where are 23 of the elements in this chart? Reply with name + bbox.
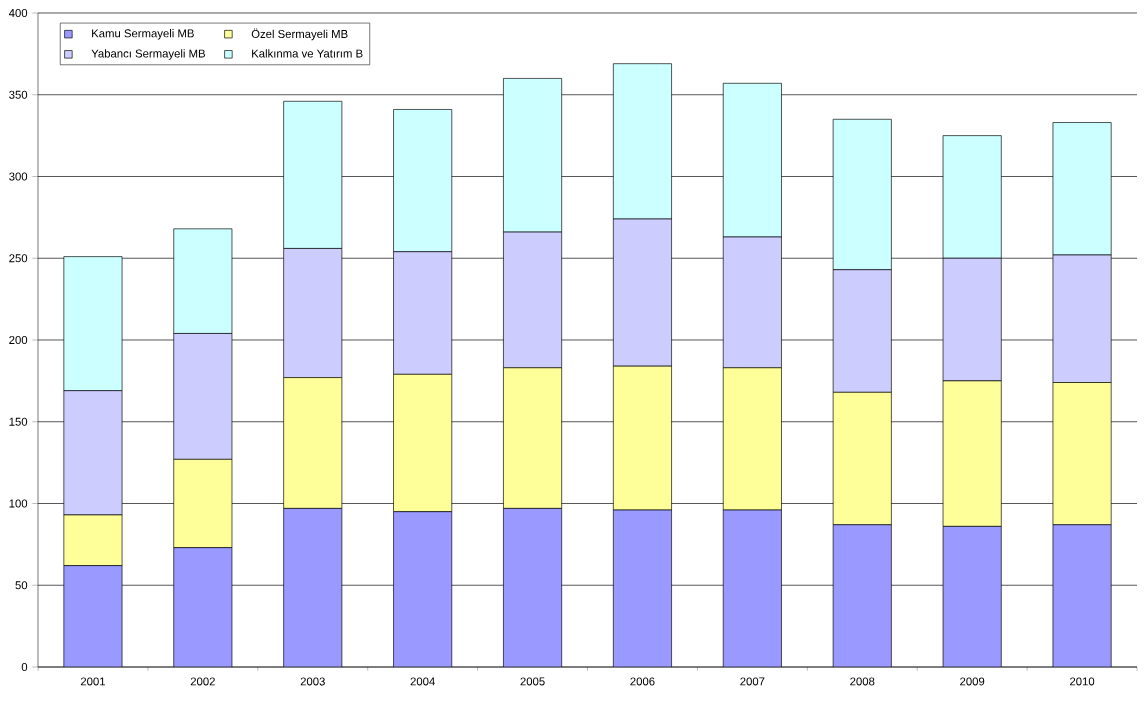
- x-tick-label: 2007: [740, 677, 765, 686]
- legend-label: Kamu Sermayeli MB: [92, 29, 194, 40]
- x-tick-label: 2005: [520, 677, 545, 686]
- y-tick-label: 350: [9, 90, 28, 99]
- x-tick-label: 2009: [960, 677, 985, 686]
- y-tick-label: 0: [21, 663, 28, 672]
- y-tick-label: 300: [9, 172, 28, 181]
- x-tick-label: 2001: [80, 677, 105, 686]
- y-tick-label: 200: [9, 336, 28, 344]
- legend-label: Kalkınma ve Yatırım B: [252, 49, 363, 58]
- y-tick-label: 50: [15, 581, 28, 590]
- y-tick-label: 250: [9, 254, 28, 263]
- x-tick-label: 2003: [300, 677, 325, 686]
- y-tick-label: 150: [9, 417, 28, 426]
- y-tick-label: 100: [9, 499, 28, 508]
- y-tick-label: 400: [8, 8, 28, 17]
- x-tick-label: 2008: [850, 677, 875, 686]
- legend-label: Yabancı Sermayeli MB: [91, 49, 205, 60]
- x-tick-label: 2006: [630, 677, 655, 686]
- x-tick-label: 2004: [410, 677, 435, 686]
- x-tick-label: 2002: [190, 677, 215, 686]
- x-tick-label: 2010: [1070, 677, 1095, 686]
- legend-label: Özel Sermayeli MB: [251, 28, 348, 41]
